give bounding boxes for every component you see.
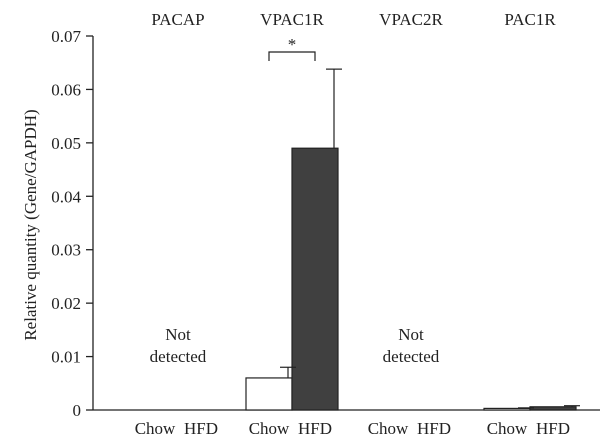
group-label: VPAC1R — [260, 10, 324, 29]
annotation-line: Not — [398, 325, 424, 344]
x-tick-label: HFD — [536, 419, 570, 438]
y-tick-label: 0.04 — [51, 187, 81, 206]
bars — [245, 147, 577, 411]
x-tick-label: Chow — [487, 419, 528, 438]
bar-vpac1r-chow — [245, 377, 293, 411]
group-labels: PACAP VPAC1R VPAC2R PAC1R — [151, 10, 556, 29]
y-tick-label: 0.07 — [51, 27, 81, 46]
annotation-line: detected — [383, 347, 440, 366]
group-label: PAC1R — [504, 10, 556, 29]
bar-pac1r-hfd — [529, 406, 577, 411]
significance-markers: * — [268, 35, 316, 61]
annotation-line: detected — [150, 347, 207, 366]
error-bars — [280, 68, 580, 409]
bar-vpac1r-hfd — [291, 147, 339, 411]
y-tick-label: 0.01 — [51, 348, 81, 367]
y-tick-label: 0 — [73, 401, 82, 420]
bar-pac1r-chow — [483, 407, 531, 411]
x-tick-label: HFD — [417, 419, 451, 438]
y-tick-label: 0.06 — [51, 80, 81, 99]
group-label: PACAP — [151, 10, 204, 29]
y-axis-ticks: 0 0.01 0.02 0.03 0.04 0.05 0.06 0.07 — [51, 27, 93, 420]
significance-bracket — [268, 51, 316, 61]
y-axis-label: Relative quantity (Gene/GAPDH) — [21, 109, 40, 340]
y-tick-label: 0.02 — [51, 294, 81, 313]
category-labels: Chow HFD Chow HFD Chow HFD Chow HFD — [135, 419, 570, 438]
y-tick-label: 0.05 — [51, 134, 81, 153]
annotation-line: Not — [165, 325, 191, 344]
x-tick-label: Chow — [368, 419, 409, 438]
x-tick-label: HFD — [184, 419, 218, 438]
group-label: VPAC2R — [379, 10, 443, 29]
x-tick-label: Chow — [135, 419, 176, 438]
annotations: Not detected Not detected — [150, 325, 440, 366]
x-tick-label: Chow — [249, 419, 290, 438]
significance-asterisk: * — [288, 35, 297, 54]
y-tick-label: 0.03 — [51, 241, 81, 260]
x-tick-label: HFD — [298, 419, 332, 438]
